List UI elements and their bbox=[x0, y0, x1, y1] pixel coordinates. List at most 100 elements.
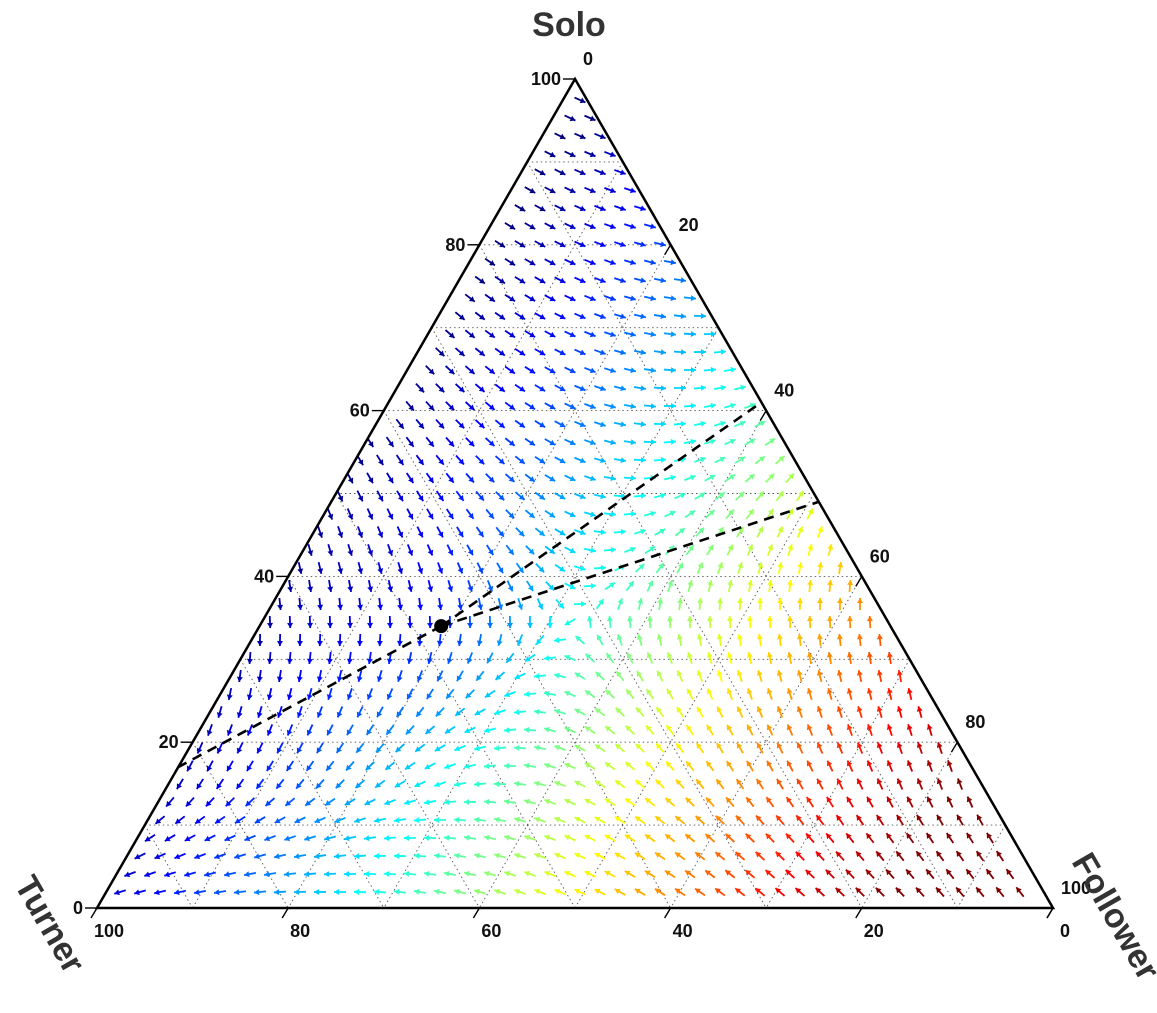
field-arrow bbox=[405, 436, 415, 448]
field-arrow bbox=[303, 871, 317, 878]
field-arrow bbox=[705, 760, 715, 772]
field-arrow bbox=[236, 742, 244, 754]
field-arrow bbox=[464, 365, 476, 375]
field-arrow bbox=[267, 615, 274, 629]
field-arrow bbox=[1015, 886, 1025, 898]
field-arrow bbox=[626, 615, 633, 629]
field-arrow bbox=[476, 562, 484, 574]
field-arrow bbox=[244, 834, 256, 842]
field-arrow bbox=[696, 670, 704, 682]
field-arrow bbox=[544, 870, 556, 878]
field-arrow bbox=[504, 258, 516, 266]
field-arrow bbox=[397, 561, 404, 575]
field-arrow bbox=[646, 652, 654, 664]
field-arrow bbox=[384, 761, 396, 771]
field-arrow bbox=[583, 547, 597, 554]
field-arrow bbox=[846, 687, 853, 701]
field-arrow bbox=[646, 580, 654, 592]
field-arrow bbox=[124, 871, 136, 878]
field-arrow bbox=[317, 561, 324, 575]
field-arrow bbox=[614, 743, 626, 753]
field-arrow bbox=[564, 114, 576, 122]
field-arrow bbox=[494, 275, 506, 285]
field-arrow bbox=[806, 508, 814, 520]
field-arrow bbox=[433, 852, 447, 859]
field-arrow bbox=[584, 870, 596, 878]
right-tick-label: 60 bbox=[870, 546, 890, 566]
field-arrow bbox=[524, 437, 536, 447]
field-arrow bbox=[674, 527, 686, 537]
field-arrow bbox=[484, 401, 496, 411]
field-arrow bbox=[603, 475, 617, 482]
field-arrow bbox=[464, 329, 476, 339]
field-arrow bbox=[816, 633, 823, 647]
field-arrow bbox=[663, 474, 677, 481]
field-arrow bbox=[655, 706, 665, 718]
field-arrow bbox=[756, 706, 764, 718]
field-arrow bbox=[373, 888, 387, 895]
field-arrow bbox=[713, 348, 727, 355]
field-arrow bbox=[717, 597, 724, 611]
field-arrow bbox=[534, 816, 546, 823]
field-arrow bbox=[856, 633, 863, 647]
field-arrow bbox=[584, 258, 596, 266]
field-arrow bbox=[695, 742, 705, 754]
field-arrow bbox=[553, 672, 567, 679]
field-arrow bbox=[173, 889, 187, 896]
field-arrow bbox=[736, 742, 744, 754]
grid-line bbox=[479, 244, 863, 909]
field-arrow bbox=[536, 598, 544, 610]
field-arrow bbox=[244, 797, 256, 807]
field-arrow bbox=[624, 223, 636, 230]
field-arrow bbox=[623, 295, 637, 302]
field-arrow bbox=[825, 869, 835, 879]
field-arrow bbox=[133, 889, 147, 896]
field-arrow bbox=[683, 331, 697, 338]
field-arrow bbox=[307, 543, 314, 557]
field-arrow bbox=[485, 508, 495, 520]
field-arrow bbox=[514, 491, 526, 501]
field-arrow bbox=[535, 563, 545, 573]
field-arrow bbox=[383, 835, 397, 842]
field-arrow bbox=[426, 544, 434, 556]
field-arrow bbox=[564, 834, 576, 842]
field-arrow bbox=[484, 293, 496, 303]
field-arrow bbox=[504, 870, 516, 877]
field-arrow bbox=[454, 347, 466, 357]
field-arrow bbox=[633, 421, 647, 428]
field-arrow bbox=[936, 778, 944, 790]
field-arrow bbox=[604, 725, 616, 735]
field-arrow bbox=[266, 687, 273, 701]
field-arrow bbox=[406, 508, 414, 520]
field-arrow bbox=[777, 597, 784, 611]
field-arrow bbox=[635, 706, 645, 718]
field-arrow bbox=[796, 633, 803, 647]
field-arrow bbox=[687, 579, 694, 593]
field-arrow bbox=[615, 670, 625, 682]
field-arrow bbox=[767, 544, 774, 556]
field-arrow bbox=[483, 870, 497, 877]
field-arrow bbox=[574, 204, 586, 212]
field-arrow bbox=[494, 419, 506, 429]
field-arrow bbox=[614, 888, 626, 896]
field-arrow bbox=[694, 887, 706, 897]
field-arrow bbox=[797, 597, 804, 611]
field-arrow bbox=[785, 832, 795, 844]
field-arrow bbox=[594, 204, 606, 212]
field-arrow bbox=[443, 870, 457, 877]
field-arrow bbox=[786, 651, 793, 665]
field-arrow bbox=[855, 814, 865, 826]
field-arrow bbox=[524, 834, 536, 841]
field-arrow bbox=[795, 814, 805, 826]
field-arrow bbox=[795, 851, 805, 861]
field-arrow bbox=[527, 615, 534, 629]
field-arrow bbox=[425, 472, 435, 484]
field-arrow bbox=[383, 870, 397, 877]
field-arrow bbox=[856, 669, 863, 683]
field-arrow bbox=[435, 490, 445, 502]
field-arrow bbox=[564, 474, 576, 482]
field-arrow bbox=[456, 526, 464, 538]
field-arrow bbox=[493, 816, 507, 823]
field-arrow bbox=[465, 508, 475, 520]
field-arrow bbox=[746, 615, 753, 629]
